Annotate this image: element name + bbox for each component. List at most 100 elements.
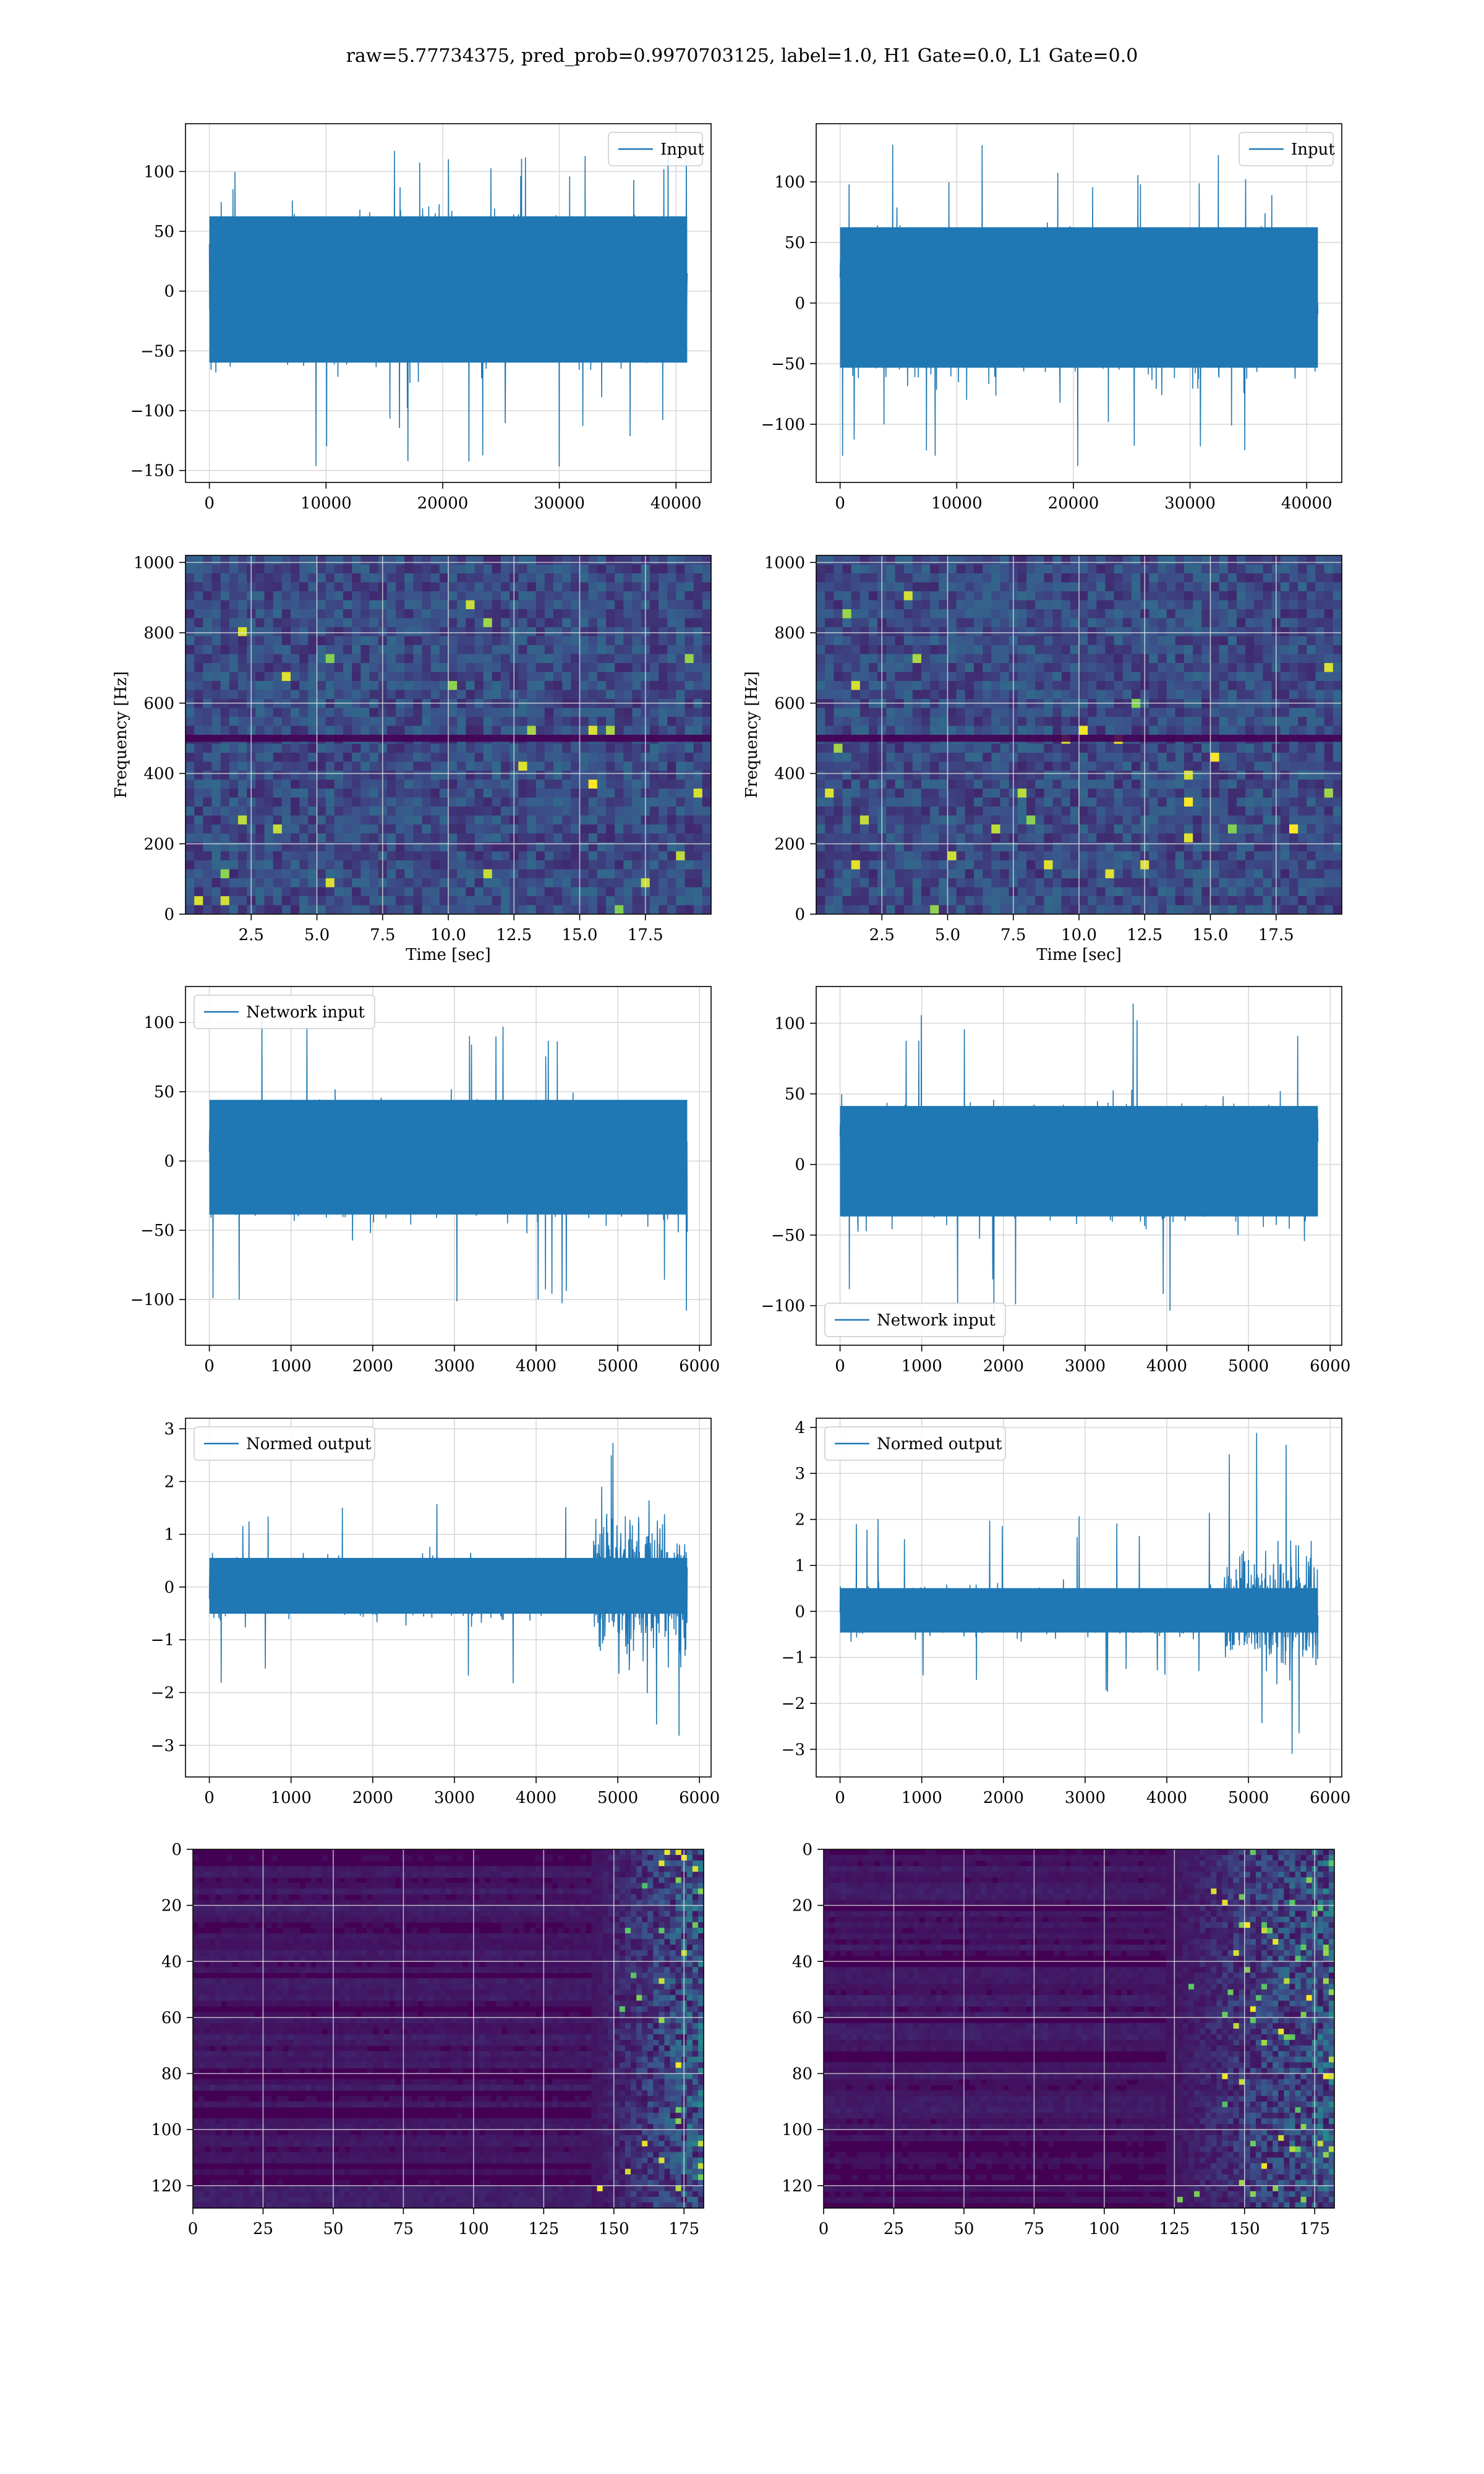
heatmap-cell: [886, 779, 896, 789]
heatmap-cell: [684, 681, 694, 691]
heatmap-cell: [413, 573, 423, 583]
heatmap-cell: [676, 654, 686, 664]
heatmap-cell: [903, 878, 913, 888]
heatmap-cell: [571, 753, 581, 763]
heatmap-cell: [1219, 636, 1229, 646]
heatmap-cell: [369, 609, 379, 619]
heatmap-cell: [588, 663, 598, 673]
heatmap-cell: [632, 815, 642, 825]
heatmap-cell: [859, 842, 869, 852]
heatmap-cell: [396, 564, 405, 574]
heatmap-cell: [676, 771, 686, 781]
heatmap-cell: [203, 896, 213, 906]
heatmap-cell: [965, 672, 974, 682]
heatmap-cell: [317, 618, 326, 628]
heatmap-cell: [851, 851, 861, 861]
heatmap-cell: [1114, 672, 1124, 682]
heatmap-cell: [1166, 824, 1176, 834]
heatmap-cell: [632, 564, 642, 574]
heatmap-cell: [571, 564, 581, 574]
heatmap-cell: [1237, 815, 1246, 825]
heatmap-cell: [597, 887, 607, 897]
heatmap-cell: [930, 797, 939, 807]
heatmap-cell: [422, 842, 432, 852]
heatmap-cell: [404, 860, 414, 870]
heatmap-cell: [579, 690, 589, 700]
heatmap-cell: [308, 743, 318, 753]
heatmap-cell: [255, 663, 265, 673]
heatmap-cell: [579, 681, 589, 691]
heatmap-cell: [579, 600, 589, 610]
heatmap-cell: [1079, 618, 1088, 628]
heatmap-cell: [1324, 753, 1334, 763]
heatmap-cell: [308, 789, 318, 798]
heatmap-cell: [684, 896, 694, 906]
heatmap-cell: [869, 591, 878, 601]
heatmap-cell: [544, 591, 554, 601]
heatmap-cell: [1088, 708, 1097, 717]
heatmap-cell: [659, 743, 668, 753]
heatmap-cell: [886, 833, 896, 843]
heatmap-cell: [939, 887, 949, 897]
heatmap-cell: [1307, 591, 1316, 601]
heatmap-cell: [535, 654, 545, 664]
heatmap-cell: [369, 779, 379, 789]
heatmap-cell: [659, 564, 668, 574]
heatmap-cell: [1263, 591, 1273, 601]
heatmap-cell: [1088, 842, 1097, 852]
heatmap-cell: [588, 896, 598, 906]
heatmap-cell: [281, 627, 291, 637]
heatmap-cell: [553, 887, 563, 897]
heatmap-cell: [1280, 842, 1290, 852]
heatmap-cell: [965, 824, 974, 834]
heatmap-cell: [273, 851, 283, 861]
heatmap-cell: [1070, 905, 1080, 914]
heatmap-cell: [211, 887, 221, 897]
heatmap-cell: [194, 564, 203, 574]
heatmap-cell: [649, 582, 659, 592]
heatmap-cell: [291, 708, 300, 717]
heatmap-cell: [606, 663, 615, 673]
heatmap-cell: [1166, 779, 1176, 789]
heatmap-cell: [1132, 672, 1141, 682]
heatmap-cell: [343, 842, 352, 852]
heatmap-cell: [386, 869, 396, 879]
heatmap-cell: [991, 627, 1001, 637]
heatmap-cell: [1070, 564, 1080, 574]
heatmap-cell: [842, 887, 852, 897]
heatmap-cell: [325, 797, 335, 807]
heatmap-cell: [413, 654, 423, 664]
heatmap-cell: [281, 878, 291, 888]
heatmap-cell: [1132, 860, 1141, 870]
heatmap-cell: [1035, 672, 1044, 682]
y-tick-label: 0: [795, 294, 805, 313]
x-tick-label: 5.0: [935, 926, 960, 944]
heatmap-cell: [895, 753, 905, 763]
heatmap-cell: [974, 771, 983, 781]
heatmap-cell: [1263, 672, 1273, 682]
heatmap-cell: [1149, 618, 1159, 628]
heatmap-cell: [299, 555, 309, 565]
heatmap-cell: [851, 878, 861, 888]
heatmap-cell: [1175, 761, 1185, 771]
heatmap-cell: [562, 600, 571, 610]
heatmap-cell: [474, 654, 484, 664]
heatmap-cell: [1158, 860, 1167, 870]
heatmap-cell: [439, 726, 449, 735]
heatmap-cell: [1000, 797, 1010, 807]
heatmap-cell: [430, 887, 440, 897]
heatmap-cell: [369, 645, 379, 655]
heatmap-cell: [466, 878, 475, 888]
heatmap-cell: [194, 771, 203, 781]
heatmap-cell: [229, 618, 239, 628]
heatmap-cell: [965, 600, 974, 610]
heatmap-cell: [1315, 681, 1325, 691]
heatmap-cell: [1026, 815, 1036, 825]
heatmap-cell: [632, 573, 642, 583]
heatmap-cell: [1044, 851, 1054, 861]
heatmap-cell: [194, 672, 203, 682]
heatmap-cell: [606, 672, 615, 682]
heatmap-cell: [702, 824, 711, 834]
heatmap-cell: [325, 753, 335, 763]
heatmap-cell: [684, 627, 694, 637]
